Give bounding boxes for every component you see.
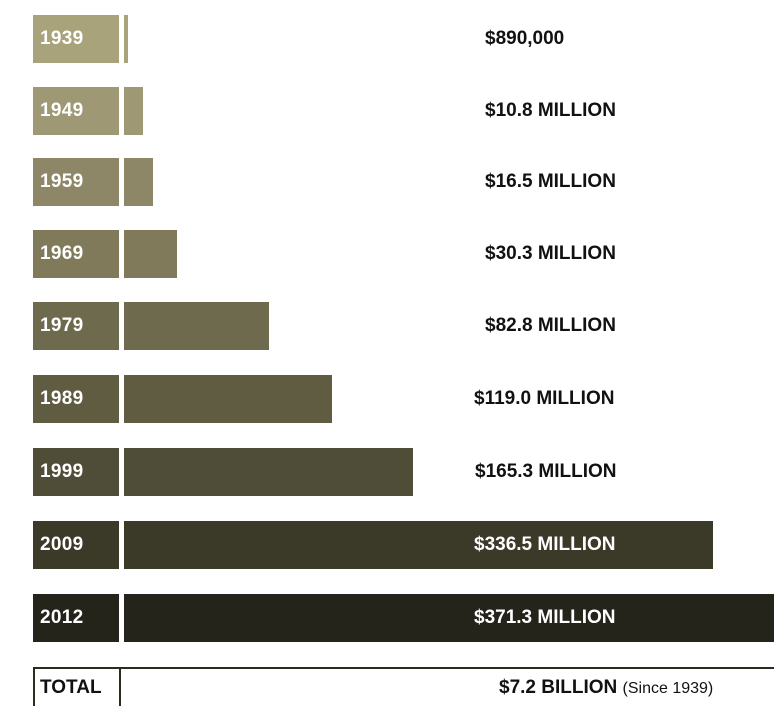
value-label: $10.8 MILLION — [485, 100, 616, 121]
value-label: $119.0 MILLION — [474, 388, 615, 409]
chart-row: 1989 $119.0 MILLION — [0, 375, 774, 423]
value-label: $30.3 MILLION — [485, 243, 616, 264]
year-label: 1999 — [40, 461, 84, 482]
chart-row: 1999 $165.3 MILLION — [0, 448, 774, 496]
bar — [124, 302, 269, 350]
total-value-group: $7.2 BILLION (Since 1939) — [499, 677, 713, 699]
chart-row: 1939 $890,000 — [0, 15, 774, 63]
bar — [124, 230, 177, 278]
year-label: 1939 — [40, 28, 84, 49]
value-label: $165.3 MILLION — [475, 461, 617, 482]
bar — [124, 448, 413, 496]
total-divider — [119, 667, 121, 706]
value-label: $890,000 — [485, 28, 565, 49]
bar — [124, 15, 128, 63]
bar — [124, 521, 713, 569]
year-label: 2012 — [40, 607, 84, 628]
year-box — [33, 375, 119, 423]
value-label: $82.8 MILLION — [485, 315, 616, 336]
year-box — [33, 230, 119, 278]
value-label: $336.5 MILLION — [474, 534, 616, 555]
value-label: $16.5 MILLION — [485, 171, 616, 192]
chart-row: 1949 $10.8 MILLION — [0, 87, 774, 135]
year-box — [33, 87, 119, 135]
value-label: $371.3 MILLION — [474, 607, 616, 628]
year-label: 1979 — [40, 315, 84, 336]
bar — [124, 158, 153, 206]
total-top-rule — [33, 667, 774, 669]
chart-row: 1969 $30.3 MILLION — [0, 230, 774, 278]
year-box — [33, 521, 119, 569]
chart-row: 2009 $336.5 MILLION — [0, 521, 774, 569]
total-left-rule — [33, 667, 35, 706]
year-label: 2009 — [40, 534, 84, 555]
year-label: 1969 — [40, 243, 84, 264]
year-box — [33, 15, 119, 63]
year-box — [33, 158, 119, 206]
bar — [124, 594, 774, 642]
chart-row: 1979 $82.8 MILLION — [0, 302, 774, 350]
year-label: 1989 — [40, 388, 84, 409]
year-box — [33, 302, 119, 350]
chart-row: 1959 $16.5 MILLION — [0, 158, 774, 206]
bar — [124, 375, 332, 423]
year-label: 1949 — [40, 100, 84, 121]
year-box — [33, 594, 119, 642]
total-row: TOTAL $7.2 BILLION (Since 1939) — [33, 667, 774, 706]
chart-row: 2012 $371.3 MILLION — [0, 594, 774, 642]
year-box — [33, 448, 119, 496]
year-label: 1959 — [40, 171, 84, 192]
total-note: (Since 1939) — [622, 680, 714, 697]
bar — [124, 87, 143, 135]
total-label: TOTAL — [40, 677, 102, 698]
total-value: $7.2 BILLION — [499, 677, 618, 698]
